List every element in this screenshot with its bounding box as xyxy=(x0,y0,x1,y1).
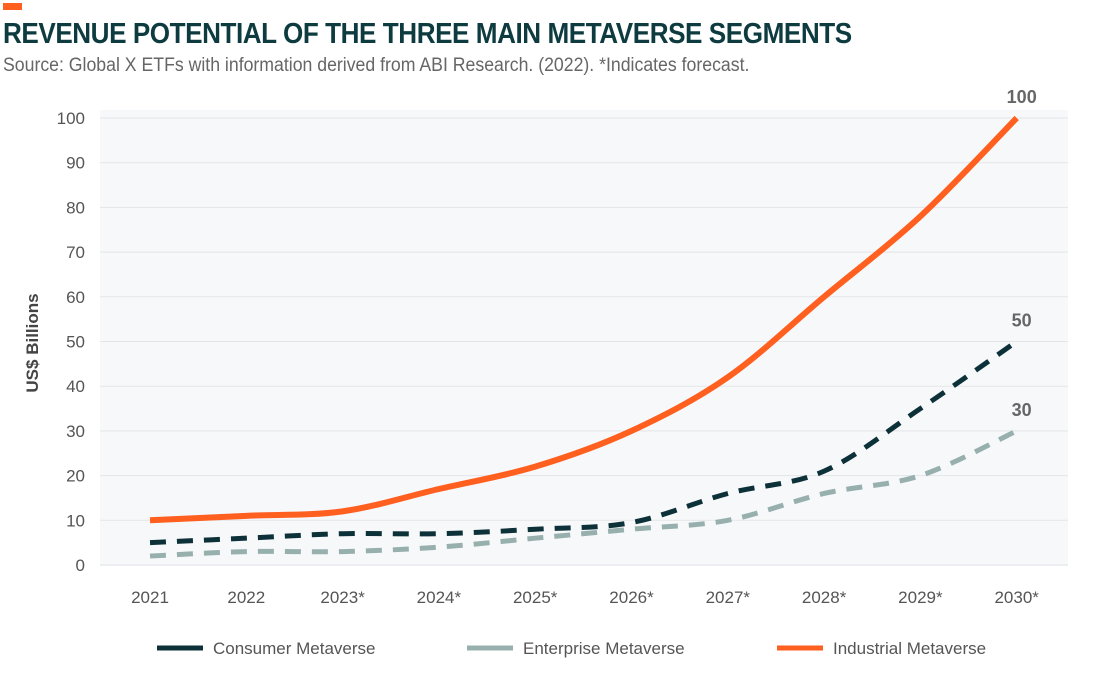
legend-label: Industrial Metaverse xyxy=(833,639,986,658)
y-tick-label: 10 xyxy=(66,511,85,530)
header-accent-bar xyxy=(3,3,22,10)
x-tick-label: 2029* xyxy=(898,588,943,607)
chart-subtitle: Source: Global X ETFs with information d… xyxy=(3,55,750,76)
chart-title: REVENUE POTENTIAL OF THE THREE MAIN META… xyxy=(3,18,852,50)
plot-background xyxy=(100,110,1068,566)
y-tick-label: 0 xyxy=(76,556,85,575)
legend-item: Industrial Metaverse xyxy=(777,639,986,658)
y-tick-label: 70 xyxy=(66,243,85,262)
legend-label: Enterprise Metaverse xyxy=(523,639,685,658)
y-axis-label: US$ Billions xyxy=(23,293,42,392)
legend-label: Consumer Metaverse xyxy=(213,639,376,658)
legend-item: Enterprise Metaverse xyxy=(467,639,685,658)
x-tick-label: 2021 xyxy=(131,588,169,607)
x-tick-label: 2028* xyxy=(802,588,847,607)
y-tick-label: 90 xyxy=(66,154,85,173)
end-data-label: 50 xyxy=(1012,311,1032,331)
y-tick-label: 40 xyxy=(66,377,85,396)
x-tick-label: 2024* xyxy=(417,588,462,607)
x-tick-label: 2027* xyxy=(706,588,751,607)
x-tick-label: 2022 xyxy=(227,588,265,607)
end-data-label: 30 xyxy=(1012,400,1032,420)
x-tick-label: 2025* xyxy=(513,588,558,607)
legend-item: Consumer Metaverse xyxy=(157,639,376,658)
y-tick-label: 50 xyxy=(66,333,85,352)
x-tick-label: 2026* xyxy=(609,588,654,607)
y-tick-label: 20 xyxy=(66,467,85,486)
y-tick-label: 100 xyxy=(57,109,85,128)
x-tick-label: 2030* xyxy=(994,588,1039,607)
end-data-label: 100 xyxy=(1007,87,1037,107)
y-tick-label: 60 xyxy=(66,288,85,307)
x-tick-label: 2023* xyxy=(320,588,365,607)
y-tick-label: 80 xyxy=(66,198,85,217)
series-line-enterprise-metaverse xyxy=(149,428,1018,559)
series-line-industrial-metaverse xyxy=(149,115,1019,524)
y-tick-label: 30 xyxy=(66,422,85,441)
